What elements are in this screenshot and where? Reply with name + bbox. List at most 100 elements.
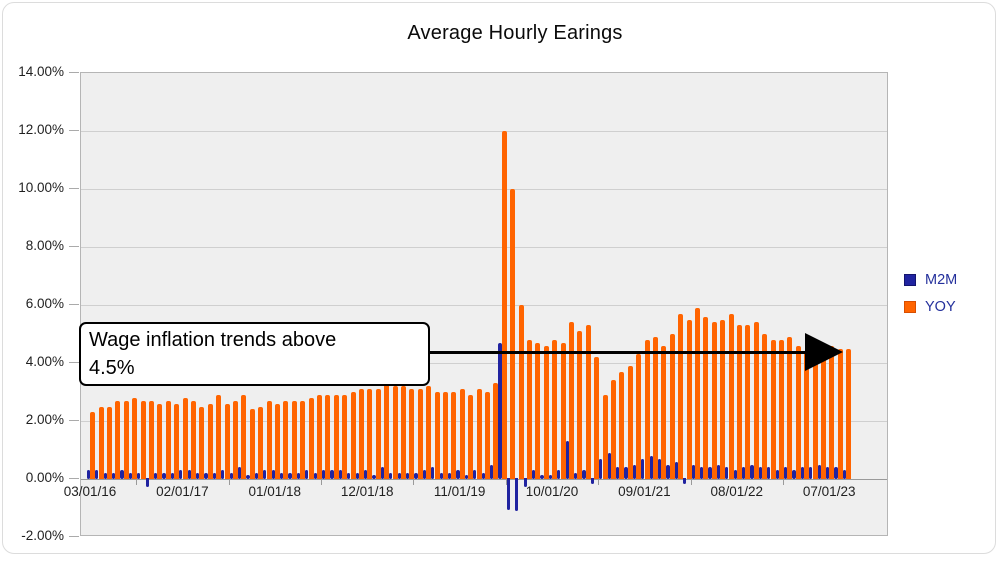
bar-yoy-2019-10	[451, 392, 457, 479]
bar-m2m-2019-02	[380, 467, 384, 479]
bar-m2m-2022-05	[708, 467, 712, 479]
bar-yoy-2016-09	[140, 400, 146, 479]
bar-yoy-2019-12	[468, 394, 474, 479]
bar-m2m-2020-09	[540, 475, 544, 479]
x-tick-mark-1	[228, 479, 230, 485]
bar-m2m-2022-12	[767, 467, 771, 479]
bar-yoy-2019-11	[459, 389, 465, 479]
bar-m2m-2017-05	[204, 473, 208, 479]
bar-m2m-2022-03	[691, 464, 695, 479]
bar-m2m-2022-06	[716, 464, 720, 479]
bar-yoy-2021-08	[636, 354, 642, 479]
bar-yoy-2018-08	[333, 394, 339, 479]
bar-m2m-2020-07	[523, 478, 527, 487]
bar-yoy-2019-03	[392, 386, 398, 479]
bar-yoy-2020-10	[552, 339, 558, 479]
bar-m2m-2017-01	[170, 473, 174, 479]
bar-yoy-2017-08	[233, 400, 238, 479]
bar-m2m-2018-11	[355, 473, 359, 479]
bar-yoy-2016-06	[115, 400, 121, 479]
bar-m2m-2021-11	[658, 458, 662, 479]
bar-m2m-2017-02	[179, 470, 183, 479]
bar-m2m-2017-04	[196, 473, 200, 479]
bar-m2m-2020-06	[515, 478, 519, 512]
y-tick-label-6: 6.00%	[25, 296, 64, 311]
bar-yoy-2016-11	[157, 403, 163, 479]
bar-m2m-2022-01	[674, 461, 678, 479]
bar-yoy-2020-11	[560, 342, 566, 479]
gridline-8pct	[81, 247, 887, 248]
bar-yoy-2023-01	[779, 339, 784, 479]
bar-m2m-2021-02	[582, 470, 586, 479]
y-tick-mark-14	[69, 72, 79, 73]
bar-m2m-2022-10	[750, 464, 754, 479]
bar-yoy-2020-06	[518, 305, 524, 479]
bar-m2m-2023-03	[792, 470, 796, 479]
bar-yoy-2022-07	[728, 313, 734, 479]
bar-yoy-2021-10	[653, 336, 658, 479]
bar-yoy-2018-07	[325, 394, 331, 479]
bar-yoy-2018-11	[359, 389, 364, 479]
bar-m2m-2018-09	[338, 470, 342, 479]
y-tick-label-4: 4.00%	[25, 354, 64, 369]
bar-yoy-2021-09	[644, 339, 650, 479]
bar-m2m-2023-02	[784, 467, 788, 479]
bar-yoy-2020-07	[527, 339, 532, 479]
bar-m2m-2016-11	[154, 473, 158, 479]
gridline-10pct	[81, 189, 887, 190]
y-tick-mark--2	[69, 536, 79, 537]
x-tick-mark-2	[321, 479, 322, 485]
annotation-line-2: 4.5%	[89, 357, 135, 379]
annotation-textbox: Wage inflation trends above 4.5%	[79, 322, 430, 386]
bar-yoy-2020-02	[485, 392, 490, 479]
x-tick-mark-7	[783, 479, 784, 485]
bar-yoy-2022-12	[770, 339, 776, 479]
bar-yoy-2021-07	[627, 365, 633, 479]
bar-m2m-2016-09	[137, 473, 141, 479]
y-tick-mark-0	[69, 478, 79, 479]
bar-m2m-2023-09	[842, 470, 846, 479]
bar-m2m-2018-03	[288, 473, 292, 479]
bar-yoy-2022-05	[711, 322, 717, 479]
bar-yoy-2017-10	[249, 409, 255, 479]
bar-m2m-2019-09	[439, 473, 443, 479]
bar-m2m-2019-10	[448, 473, 452, 479]
bar-m2m-2021-08	[632, 464, 636, 479]
y-tick-mark-12	[69, 130, 79, 131]
x-tick-mark-4	[505, 479, 507, 485]
bar-m2m-2022-07	[725, 467, 729, 479]
bar-yoy-2022-11	[762, 334, 768, 479]
bar-m2m-2016-03	[86, 470, 90, 479]
bar-m2m-2018-12	[364, 470, 368, 479]
bar-m2m-2019-03	[389, 473, 393, 479]
bar-m2m-2021-05	[607, 452, 611, 479]
bar-yoy-2016-12	[165, 400, 171, 479]
bar-m2m-2022-08	[733, 470, 737, 479]
bar-yoy-2018-06	[317, 394, 322, 479]
bar-m2m-2021-01	[574, 473, 578, 479]
x-tick-mark-3	[413, 479, 415, 485]
bar-m2m-2016-04	[95, 470, 99, 479]
gridline-4pct	[81, 363, 887, 364]
bar-yoy-2022-08	[737, 325, 742, 479]
y-tick-label-14: 14.00%	[18, 64, 64, 79]
bar-yoy-2018-10	[350, 392, 356, 479]
bar-yoy-2020-12	[569, 322, 574, 479]
bar-yoy-2023-09	[846, 348, 852, 479]
bar-m2m-2017-07	[221, 470, 225, 479]
bar-yoy-2022-01	[678, 313, 684, 479]
bar-yoy-2016-10	[149, 400, 154, 479]
x-tick-label-07-01-23: 07/01/23	[802, 484, 856, 499]
bar-m2m-2017-06	[212, 473, 216, 479]
bar-m2m-2017-11	[254, 473, 258, 479]
y-tick-mark-6	[69, 304, 79, 305]
bar-yoy-2022-02	[686, 319, 692, 479]
bar-m2m-2020-10	[548, 475, 552, 479]
gridline-2pct	[81, 421, 887, 422]
bar-m2m-2018-02	[280, 473, 284, 479]
x-tick-label-08-01-22: 08/01/22	[710, 484, 764, 499]
bar-m2m-2016-10	[145, 478, 149, 487]
annotation-arrow-head-icon	[805, 333, 843, 371]
bar-m2m-2020-11	[557, 470, 561, 479]
